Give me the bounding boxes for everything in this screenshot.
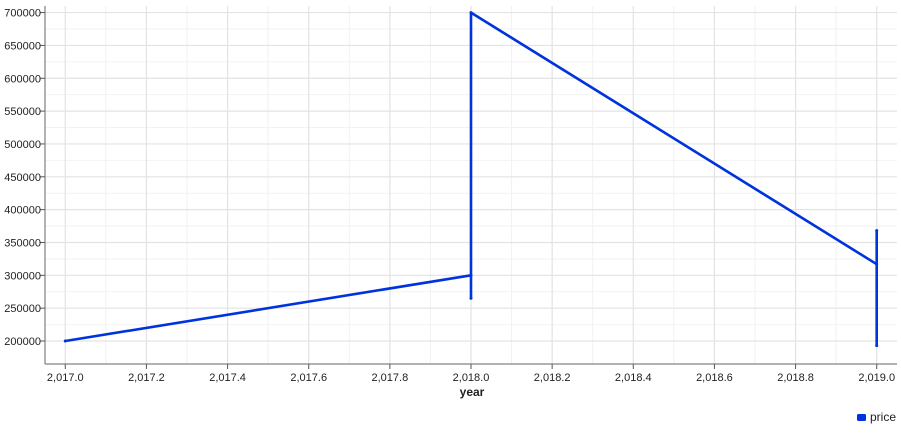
series-layer — [63, 11, 879, 348]
x-tick-label: 2,018.4 — [615, 372, 652, 384]
x-tick-label: 2,018.0 — [453, 372, 490, 384]
legend: price — [857, 410, 896, 424]
y-tick-label: 450000 — [4, 172, 41, 184]
y-tick-label: 600000 — [4, 73, 41, 85]
data-point — [875, 344, 879, 348]
x-tick-label: 2,018.8 — [777, 372, 814, 384]
y-tick-label: 650000 — [4, 40, 41, 52]
y-tick-label: 500000 — [4, 139, 41, 151]
x-tick-label: 2,017.6 — [290, 372, 327, 384]
y-tick-label: 250000 — [4, 303, 41, 315]
x-tick-label: 2,017.2 — [128, 372, 165, 384]
y-tick-label: 550000 — [4, 106, 41, 118]
data-point — [469, 296, 473, 300]
data-point — [875, 262, 879, 266]
legend-swatch — [857, 414, 866, 421]
legend-label: price — [870, 410, 896, 424]
x-axis-title: year — [460, 385, 485, 399]
data-point — [63, 339, 67, 343]
data-point — [469, 273, 473, 277]
x-tick-label: 2,017.8 — [372, 372, 409, 384]
y-tick-label: 400000 — [4, 205, 41, 217]
x-tick-label: 2,019.0 — [858, 372, 895, 384]
y-tick-label: 700000 — [4, 8, 41, 20]
x-tick-label: 2,017.4 — [209, 372, 246, 384]
y-tick-label: 200000 — [4, 336, 41, 348]
data-point — [469, 11, 473, 15]
x-tick-label: 2,018.2 — [534, 372, 571, 384]
y-tick-label: 300000 — [4, 270, 41, 282]
axes: 2,017.0 2,017.2 2,017.4 2,017.6 2,017.8 2,018… — [4, 6, 897, 384]
data-point — [875, 229, 879, 233]
x-tick-label: 2,018.6 — [696, 372, 733, 384]
x-tick-label: 2,017.0 — [47, 372, 84, 384]
y-tick-label: 350000 — [4, 237, 41, 249]
